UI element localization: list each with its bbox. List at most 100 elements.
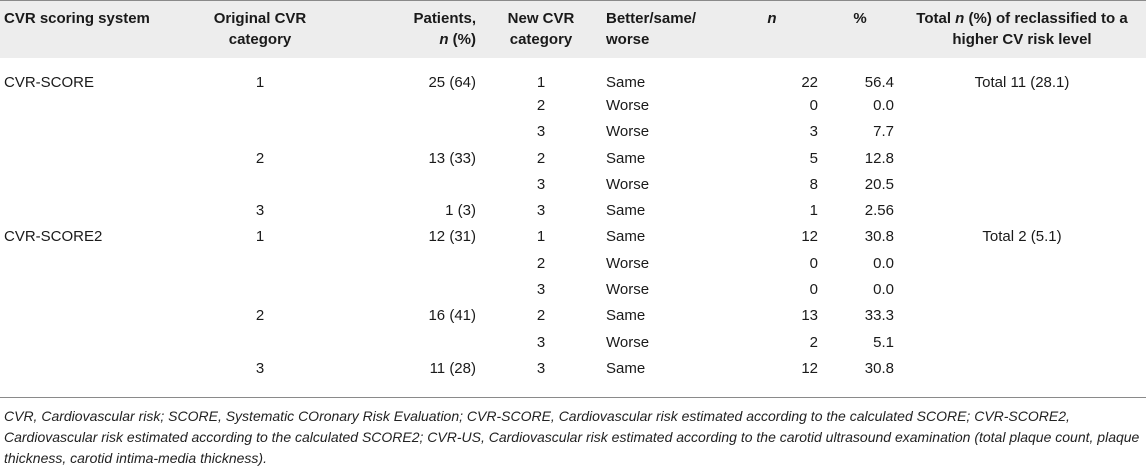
cell-n: 22 [801, 74, 818, 91]
cell-scoring-system [0, 250, 190, 276]
cell-scoring-system [0, 329, 190, 355]
cell-new-cvr: 3 [536, 333, 546, 351]
cell-status: Worse [606, 333, 650, 351]
cell-original-cvr [190, 171, 330, 197]
table-footnote: CVR, Cardiovascular risk; SCORE, Systema… [4, 408, 1140, 466]
table-row: 3 Worse 2 5.1 [0, 329, 1146, 355]
cell-patients: 16 (41) [428, 307, 476, 325]
header-total-n: n [955, 10, 965, 27]
cell-patients [330, 276, 480, 302]
cell-original-cvr [190, 92, 330, 118]
cell-n: 12 [801, 359, 818, 377]
cell-original-cvr: 2 [255, 149, 265, 167]
cell-new-cvr: 2 [536, 97, 546, 114]
header-total-suffix: (%) of reclassified to a higher CV risk … [952, 10, 1128, 48]
cell-percent: 56.4 [864, 74, 894, 91]
cell-total-reclassified [898, 118, 1146, 144]
cell-scoring-system [0, 92, 190, 118]
cell-scoring-system: CVR-SCORE2 [4, 228, 103, 246]
cell-scoring-system [0, 302, 190, 328]
cell-status: Same [606, 74, 646, 91]
cell-patients: 13 (33) [428, 149, 476, 167]
cell-total-reclassified [898, 276, 1146, 302]
cell-n: 0 [809, 281, 818, 299]
cell-status: Same [606, 228, 646, 246]
bottom-rule [0, 397, 1146, 398]
table-row: CVR-SCORE 1 25 (64) 1 Same 22 56.4 Total 11 (28… [0, 58, 1146, 92]
table-row: 2 16 (41) 2 Same 13 33.3 [0, 302, 1146, 328]
cell-total-reclassified: Total 2 (5.1) [982, 228, 1062, 246]
table-row: 2 Worse 0 0.0 [0, 92, 1146, 118]
table-row: 2 Worse 0 0.0 [0, 250, 1146, 276]
cell-original-cvr [190, 329, 330, 355]
cell-percent: 0.0 [873, 97, 894, 114]
table-row: 3 Worse 3 7.7 [0, 118, 1146, 144]
cell-percent: 12.8 [864, 149, 894, 167]
cell-percent: 2.56 [864, 202, 894, 220]
cell-patients [330, 250, 480, 276]
header-original-cvr: Original CVR category [213, 10, 307, 48]
cell-patients: 11 (28) [429, 359, 476, 377]
cell-new-cvr: 3 [536, 175, 546, 193]
table-row: 3 11 (28) 3 Same 12 30.8 [0, 355, 1146, 381]
cell-scoring-system [0, 171, 190, 197]
cell-status: Worse [606, 254, 650, 272]
header-patients-label: Patients, [413, 10, 476, 27]
table-row: 2 13 (33) 2 Same 5 12.8 [0, 145, 1146, 171]
cell-n: 0 [809, 97, 818, 114]
cell-scoring-system [0, 355, 190, 381]
cell-total-reclassified [898, 355, 1146, 381]
cell-percent: 30.8 [864, 228, 894, 246]
cell-n: 0 [809, 254, 818, 272]
cell-original-cvr [190, 276, 330, 302]
cell-patients [330, 171, 480, 197]
cell-percent: 30.8 [864, 359, 894, 377]
cell-status: Worse [606, 97, 650, 114]
cell-patients: 12 (31) [428, 228, 476, 246]
cell-total-reclassified [898, 171, 1146, 197]
cell-total-reclassified [898, 145, 1146, 171]
reclassification-table: CVR scoring system Original CVR category… [0, 0, 1146, 381]
header-patients: Patients, n (%) [330, 0, 480, 58]
cell-total-reclassified: Total 11 (28.1) [974, 74, 1070, 91]
top-rule [0, 0, 1146, 1]
cell-percent: 5.1 [873, 333, 894, 351]
table-row: 3 Worse 0 0.0 [0, 276, 1146, 302]
cell-original-cvr [190, 250, 330, 276]
cell-percent: 0.0 [873, 254, 894, 272]
header-total-reclassified: Total n (%) of reclassified to a higher … [898, 0, 1146, 58]
cell-new-cvr: 2 [536, 254, 546, 272]
header-new-cvr: New CVR category [507, 10, 575, 48]
cell-total-reclassified [898, 197, 1146, 223]
cell-n: 13 [801, 307, 818, 325]
cell-original-cvr: 3 [255, 359, 265, 377]
cell-total-reclassified [898, 250, 1146, 276]
cell-original-cvr: 3 [255, 202, 265, 220]
cell-n: 2 [809, 333, 818, 351]
cell-original-cvr: 2 [255, 307, 265, 325]
cell-original-cvr: 1 [255, 228, 265, 246]
cell-n: 3 [809, 123, 818, 141]
table-row: 3 Worse 8 20.5 [0, 171, 1146, 197]
header-patients-n: n [439, 31, 449, 48]
header-scoring-system: CVR scoring system [4, 10, 150, 27]
cell-patients [330, 329, 480, 355]
cell-percent: 20.5 [864, 175, 894, 193]
table-row: CVR-SCORE2 1 12 (31) 1 Same 12 30.8 Total 2 (5.… [0, 223, 1146, 249]
cell-n: 1 [809, 202, 818, 220]
cell-status: Same [606, 202, 646, 220]
table-body: CVR-SCORE 1 25 (64) 1 Same 22 56.4 Total 11 (28… [0, 58, 1146, 381]
cell-scoring-system [0, 197, 190, 223]
cell-patients: 1 (3) [445, 202, 476, 220]
cell-percent: 33.3 [864, 307, 894, 325]
cell-total-reclassified [898, 302, 1146, 328]
cell-status: Same [606, 149, 646, 167]
cell-scoring-system: CVR-SCORE [4, 74, 95, 91]
header-patients-pct: (%) [452, 31, 476, 48]
cell-n: 5 [809, 149, 818, 167]
header-total-prefix: Total [916, 10, 951, 27]
header-n: n [722, 0, 822, 58]
cell-n: 8 [809, 175, 818, 193]
cell-status: Worse [606, 175, 650, 193]
